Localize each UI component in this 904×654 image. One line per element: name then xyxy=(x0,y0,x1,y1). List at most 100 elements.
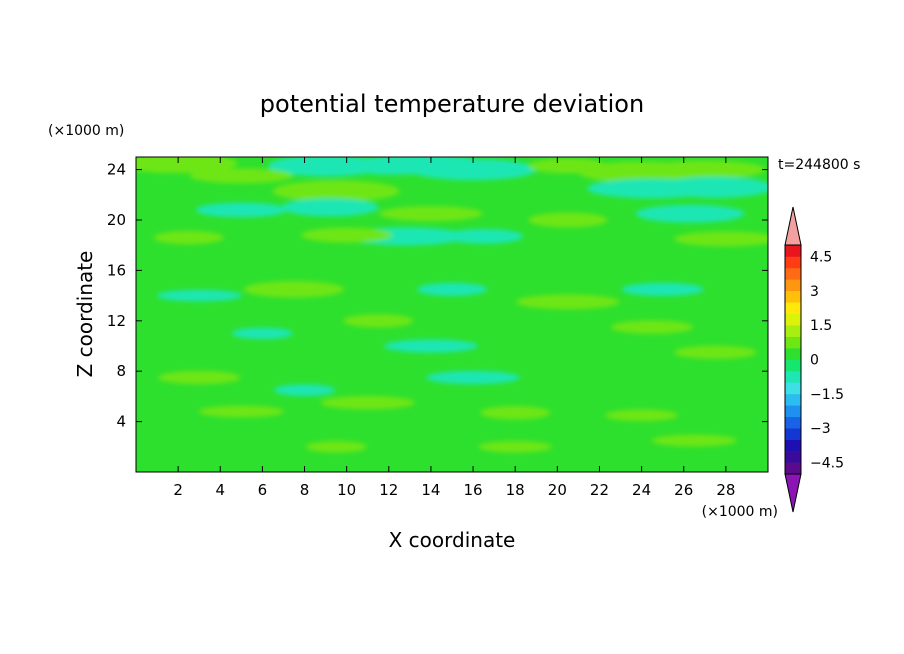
field-feature xyxy=(657,176,768,198)
field-feature xyxy=(198,405,284,418)
field-features xyxy=(136,157,768,453)
colorbar-tick-label: −3 xyxy=(810,421,831,437)
field-feature xyxy=(516,294,620,310)
field-contour xyxy=(343,314,414,328)
y-tick-label: 8 xyxy=(116,362,126,380)
field-contour xyxy=(611,320,694,334)
field-contour xyxy=(674,231,768,247)
field-feature xyxy=(153,231,224,245)
field-contour xyxy=(480,406,551,420)
y-tick-label: 20 xyxy=(107,211,126,229)
field-contour xyxy=(305,441,367,453)
colorbar-swatch xyxy=(785,393,801,406)
x-tick-label: 18 xyxy=(506,481,525,499)
colorbar-over-triangle xyxy=(784,206,802,246)
time-label: t=244800 s xyxy=(778,157,860,173)
x-axis-label: X coordinate xyxy=(389,528,516,552)
field-feature xyxy=(478,441,552,453)
field-feature xyxy=(444,228,524,244)
field-feature xyxy=(343,314,414,328)
colorbar-swatch xyxy=(785,439,801,452)
x-tick-label: 6 xyxy=(258,481,268,499)
x-tick-label: 8 xyxy=(300,481,310,499)
colorbar-swatch xyxy=(785,348,801,360)
field-feature xyxy=(244,281,344,298)
field-contour xyxy=(195,202,287,218)
colorbar-tick-label: −1.5 xyxy=(810,387,844,403)
field-contour xyxy=(301,227,393,243)
field-feature xyxy=(136,157,238,174)
colorbar-swatch xyxy=(785,428,801,440)
field-contour xyxy=(651,434,737,447)
field-feature xyxy=(674,345,757,359)
field-contour xyxy=(198,405,284,418)
colorbar-swatch xyxy=(785,256,801,269)
x-tick-label: 12 xyxy=(379,481,398,499)
field-contour xyxy=(444,228,524,244)
field-contour xyxy=(383,339,478,353)
field-contour xyxy=(158,370,241,385)
field-contour xyxy=(528,158,608,174)
field-contour xyxy=(320,396,415,410)
x-axis-ticks: 2 4 6 8 10 12 14 16 18 20 22 24 26 28 xyxy=(173,157,735,499)
field-feature xyxy=(611,320,694,334)
field-feature xyxy=(274,384,336,396)
y-tick-label: 4 xyxy=(116,413,126,431)
colorbar-swatch xyxy=(785,313,801,326)
colorbar-swatch xyxy=(785,267,801,280)
colorbar-tick-label: 1.5 xyxy=(810,318,832,334)
field-contour xyxy=(674,345,757,359)
y-tick-label: 16 xyxy=(107,261,126,279)
field-feature xyxy=(605,409,679,422)
field-feature xyxy=(621,282,704,296)
field-feature xyxy=(528,212,608,228)
colorbar-tick-label: 0 xyxy=(810,353,819,369)
colorbar-swatch xyxy=(785,325,801,337)
chart-title: potential temperature deviation xyxy=(260,90,644,118)
colorbar-swatch xyxy=(785,302,801,314)
field-contour xyxy=(516,294,620,310)
field-feature xyxy=(189,168,293,184)
colorbar: 4.5 3 1.5 0 −1.5 −3 −4.5 xyxy=(784,206,844,513)
field-feature xyxy=(651,434,737,447)
colorbar-frame xyxy=(784,244,802,475)
colorbar-swatch xyxy=(785,451,801,463)
field-feature xyxy=(156,289,242,302)
field-contour xyxy=(621,282,704,296)
field-feature xyxy=(301,227,393,243)
x-axis-unit: (×1000 m) xyxy=(702,504,778,520)
y-tick-label: 24 xyxy=(107,161,126,179)
colorbar-swatch xyxy=(785,462,801,475)
field-feature xyxy=(644,160,766,179)
field-feature xyxy=(195,202,287,218)
field-contour xyxy=(153,231,224,245)
field-contour xyxy=(379,206,483,222)
colorbar-tick-label: −4.5 xyxy=(810,456,844,472)
x-tick-label: 22 xyxy=(590,481,609,499)
field-contour xyxy=(478,441,552,453)
field-feature xyxy=(635,204,745,223)
field-feature xyxy=(320,396,415,410)
field-contour xyxy=(231,327,293,340)
field-feature xyxy=(379,206,483,222)
field-contour xyxy=(136,157,238,174)
field-feature xyxy=(674,231,768,247)
field-feature xyxy=(305,441,367,453)
field-contour xyxy=(274,384,336,396)
plot-frame xyxy=(135,156,769,473)
colorbar-swatch xyxy=(785,416,801,429)
field-contour xyxy=(272,180,400,202)
x-tick-label: 16 xyxy=(464,481,483,499)
x-tick-label: 2 xyxy=(173,481,183,499)
field-feature xyxy=(281,198,379,217)
colorbar-swatch xyxy=(785,279,801,292)
field-contour xyxy=(189,168,293,184)
field-feature xyxy=(231,327,293,340)
field-contour xyxy=(657,176,768,198)
y-axis-ticks: 4 8 12 16 20 24 xyxy=(107,161,768,431)
field-feature xyxy=(158,370,241,385)
x-tick-label: 28 xyxy=(716,481,735,499)
colorbar-swatch xyxy=(785,245,801,257)
x-tick-label: 4 xyxy=(215,481,225,499)
